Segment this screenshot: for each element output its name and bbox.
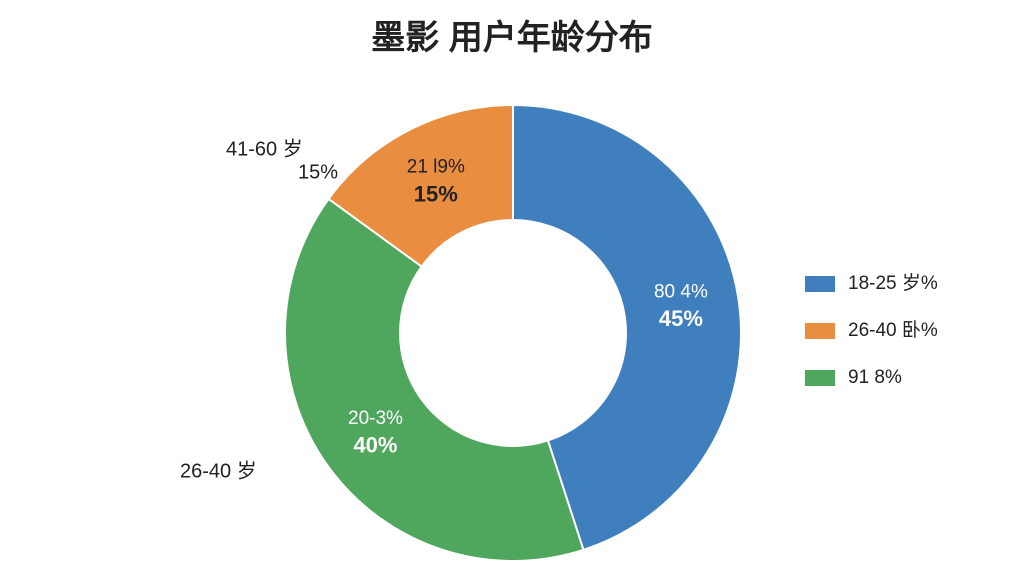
legend-label: 91 8% <box>848 367 902 388</box>
legend-label: 26-40 卧% <box>848 319 938 341</box>
value-label: 40% <box>353 433 397 458</box>
legend-swatch <box>805 370 835 386</box>
legend-swatch <box>805 323 835 339</box>
legend-swatch <box>805 276 835 292</box>
annotation: 26-40 岁 <box>180 459 257 482</box>
donut-segment <box>512 103 742 552</box>
donut-segment <box>284 197 585 562</box>
segment-label: 21 l9% <box>407 157 465 178</box>
donut-segment <box>327 103 514 268</box>
value-label: 45% <box>659 306 703 331</box>
annotation: 15% <box>298 161 338 183</box>
segment-label: 80 4% <box>654 281 708 302</box>
chart-title: 墨影 用户年龄分布 <box>371 19 652 57</box>
legend-label: 18-25 岁% <box>848 272 938 294</box>
annotation: 41-60 岁 <box>226 137 303 160</box>
segment-label: 20-3% <box>348 408 403 429</box>
value-label: 15% <box>414 181 458 206</box>
